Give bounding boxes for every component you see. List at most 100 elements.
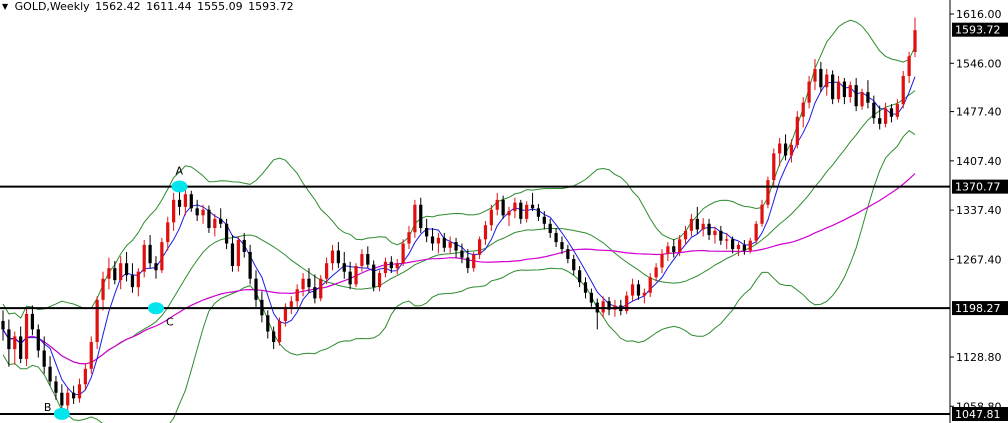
candle (119, 256, 123, 290)
pattern-markers: A C B (44, 164, 188, 420)
candle-body (224, 223, 229, 244)
candle-body (248, 251, 252, 279)
candle-body (142, 244, 146, 272)
candle-body (401, 243, 405, 264)
candle (548, 218, 552, 238)
candle (213, 213, 217, 237)
candle (766, 176, 770, 209)
candle (789, 139, 794, 163)
candle-body (395, 263, 399, 269)
collapse-triangle-icon[interactable]: ▼ (2, 2, 9, 11)
candle-body (13, 336, 17, 350)
candle (266, 310, 270, 339)
marker-A-label: A (176, 164, 184, 177)
candle (54, 375, 58, 400)
candle-body (48, 366, 52, 382)
candle (60, 384, 64, 412)
candle (536, 204, 541, 221)
candle-body (507, 211, 511, 216)
candle-body (372, 264, 376, 288)
candle-body (289, 301, 293, 307)
candle-body (789, 144, 794, 156)
candle (713, 226, 717, 244)
candle (377, 270, 382, 292)
candle-body (313, 287, 317, 299)
candle (142, 239, 146, 278)
candle (489, 204, 493, 231)
candle-body (472, 254, 476, 269)
candle (419, 197, 423, 233)
candle (313, 274, 317, 304)
candle (113, 261, 117, 285)
marker-A-dot (171, 180, 188, 193)
candle (730, 236, 735, 254)
candle-body (42, 350, 46, 367)
candle-body (689, 218, 694, 231)
candle-body (883, 108, 888, 124)
candle (289, 296, 293, 314)
candle (530, 192, 535, 212)
y-tick-label: 1477.40 (956, 106, 1002, 119)
candle-body (448, 242, 452, 248)
candle (154, 256, 158, 279)
candle-body (872, 102, 876, 119)
candle-body (242, 239, 246, 252)
candle (607, 297, 611, 316)
candle (295, 284, 299, 307)
candle (842, 78, 847, 105)
candle-body (607, 301, 611, 310)
open-value: 1562.42 (95, 0, 141, 13)
candle (101, 271, 105, 311)
candle (578, 266, 582, 288)
level-price-tag-text: 1047.81 (955, 408, 1001, 421)
candle (907, 52, 911, 83)
candle (883, 102, 888, 128)
candle (889, 104, 894, 123)
candle (413, 199, 417, 238)
candle (36, 324, 40, 358)
candle (242, 232, 246, 258)
candle (77, 378, 82, 403)
candle-body (730, 239, 735, 250)
candle-body (772, 153, 776, 181)
candle-body (454, 242, 458, 251)
candle (525, 201, 529, 223)
candle (183, 188, 188, 216)
candle-body (842, 81, 847, 98)
candle-body (513, 202, 517, 212)
horizontal-levels[interactable] (0, 185, 950, 415)
candle (148, 235, 152, 269)
candle-body (77, 384, 82, 399)
candle (819, 61, 823, 93)
candle-body (160, 242, 164, 271)
candle-body (307, 278, 311, 288)
candle-body (336, 250, 340, 264)
level-price-tag-text: 1370.77 (955, 181, 1001, 194)
marker-C-label: C (166, 315, 174, 328)
candle-body (283, 306, 288, 321)
candle (872, 95, 876, 124)
candle (71, 385, 76, 405)
candle-body (866, 92, 870, 103)
close-value: 1593.72 (248, 0, 294, 13)
candle-body (254, 278, 258, 300)
candle-body (801, 102, 805, 117)
candle (48, 356, 52, 386)
candle-body (566, 249, 570, 259)
candle (831, 70, 835, 105)
candle (507, 206, 511, 226)
candle (566, 244, 570, 264)
candle (219, 208, 223, 229)
candle (813, 59, 817, 91)
candle-body (183, 194, 188, 207)
level-price-tag-bg (952, 179, 1008, 194)
candle-body (36, 329, 40, 351)
candle-body (807, 81, 811, 103)
bollinger-lower-line (2, 129, 916, 423)
level-price-tag-text: 1198.27 (955, 302, 1001, 315)
candle (795, 111, 799, 149)
candle-body (230, 243, 235, 267)
candle (307, 268, 311, 293)
candle-body (101, 278, 105, 300)
